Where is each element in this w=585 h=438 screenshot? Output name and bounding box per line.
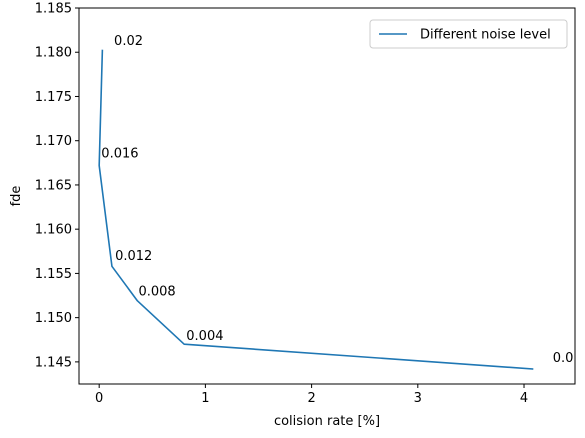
y-axis-label: fde (9, 186, 24, 207)
y-tick-label: 1.185 (35, 2, 72, 17)
x-tick-label: 3 (414, 391, 422, 406)
point-annotation: 0.016 (101, 147, 138, 162)
legend-box (369, 19, 568, 49)
x-tick-label: 2 (307, 391, 315, 406)
y-tick-label: 1.155 (35, 267, 72, 282)
x-tick-label: 0 (95, 391, 103, 406)
y-tick-label: 1.145 (35, 355, 72, 370)
plot-area (98, 49, 534, 370)
y-tick-label: 1.150 (35, 311, 72, 326)
y-tick-label: 1.160 (35, 223, 72, 238)
legend: Different noise level (369, 19, 568, 49)
point-annotation: 0.02 (114, 34, 143, 49)
y-axis: 1.145 1.150 1.155 1.160 1.165 1.170 1.175 1.180… (35, 2, 79, 370)
y-tick-label: 1.175 (35, 90, 72, 105)
y-tick-label: 1.165 (35, 178, 72, 193)
y-tick-label: 1.170 (35, 134, 72, 149)
point-annotation: 0.012 (115, 249, 152, 264)
x-tick-label: 4 (520, 391, 528, 406)
point-annotation: 0.004 (186, 329, 223, 344)
x-axis: 0 1 2 3 4 (95, 384, 528, 406)
y-tick-label: 1.180 (35, 46, 72, 61)
point-annotation: 0.008 (138, 285, 175, 300)
point-annotations: 0.0 0.004 0.008 0.012 0.016 0.02 (101, 34, 573, 366)
series-line-0 (98, 49, 534, 370)
legend-entry-label: Different noise level (420, 28, 551, 43)
plot-frame (78, 7, 576, 385)
x-axis-label: colision rate [%] (274, 414, 380, 429)
point-annotation: 0.0 (553, 351, 574, 366)
x-tick-label: 1 (201, 391, 209, 406)
